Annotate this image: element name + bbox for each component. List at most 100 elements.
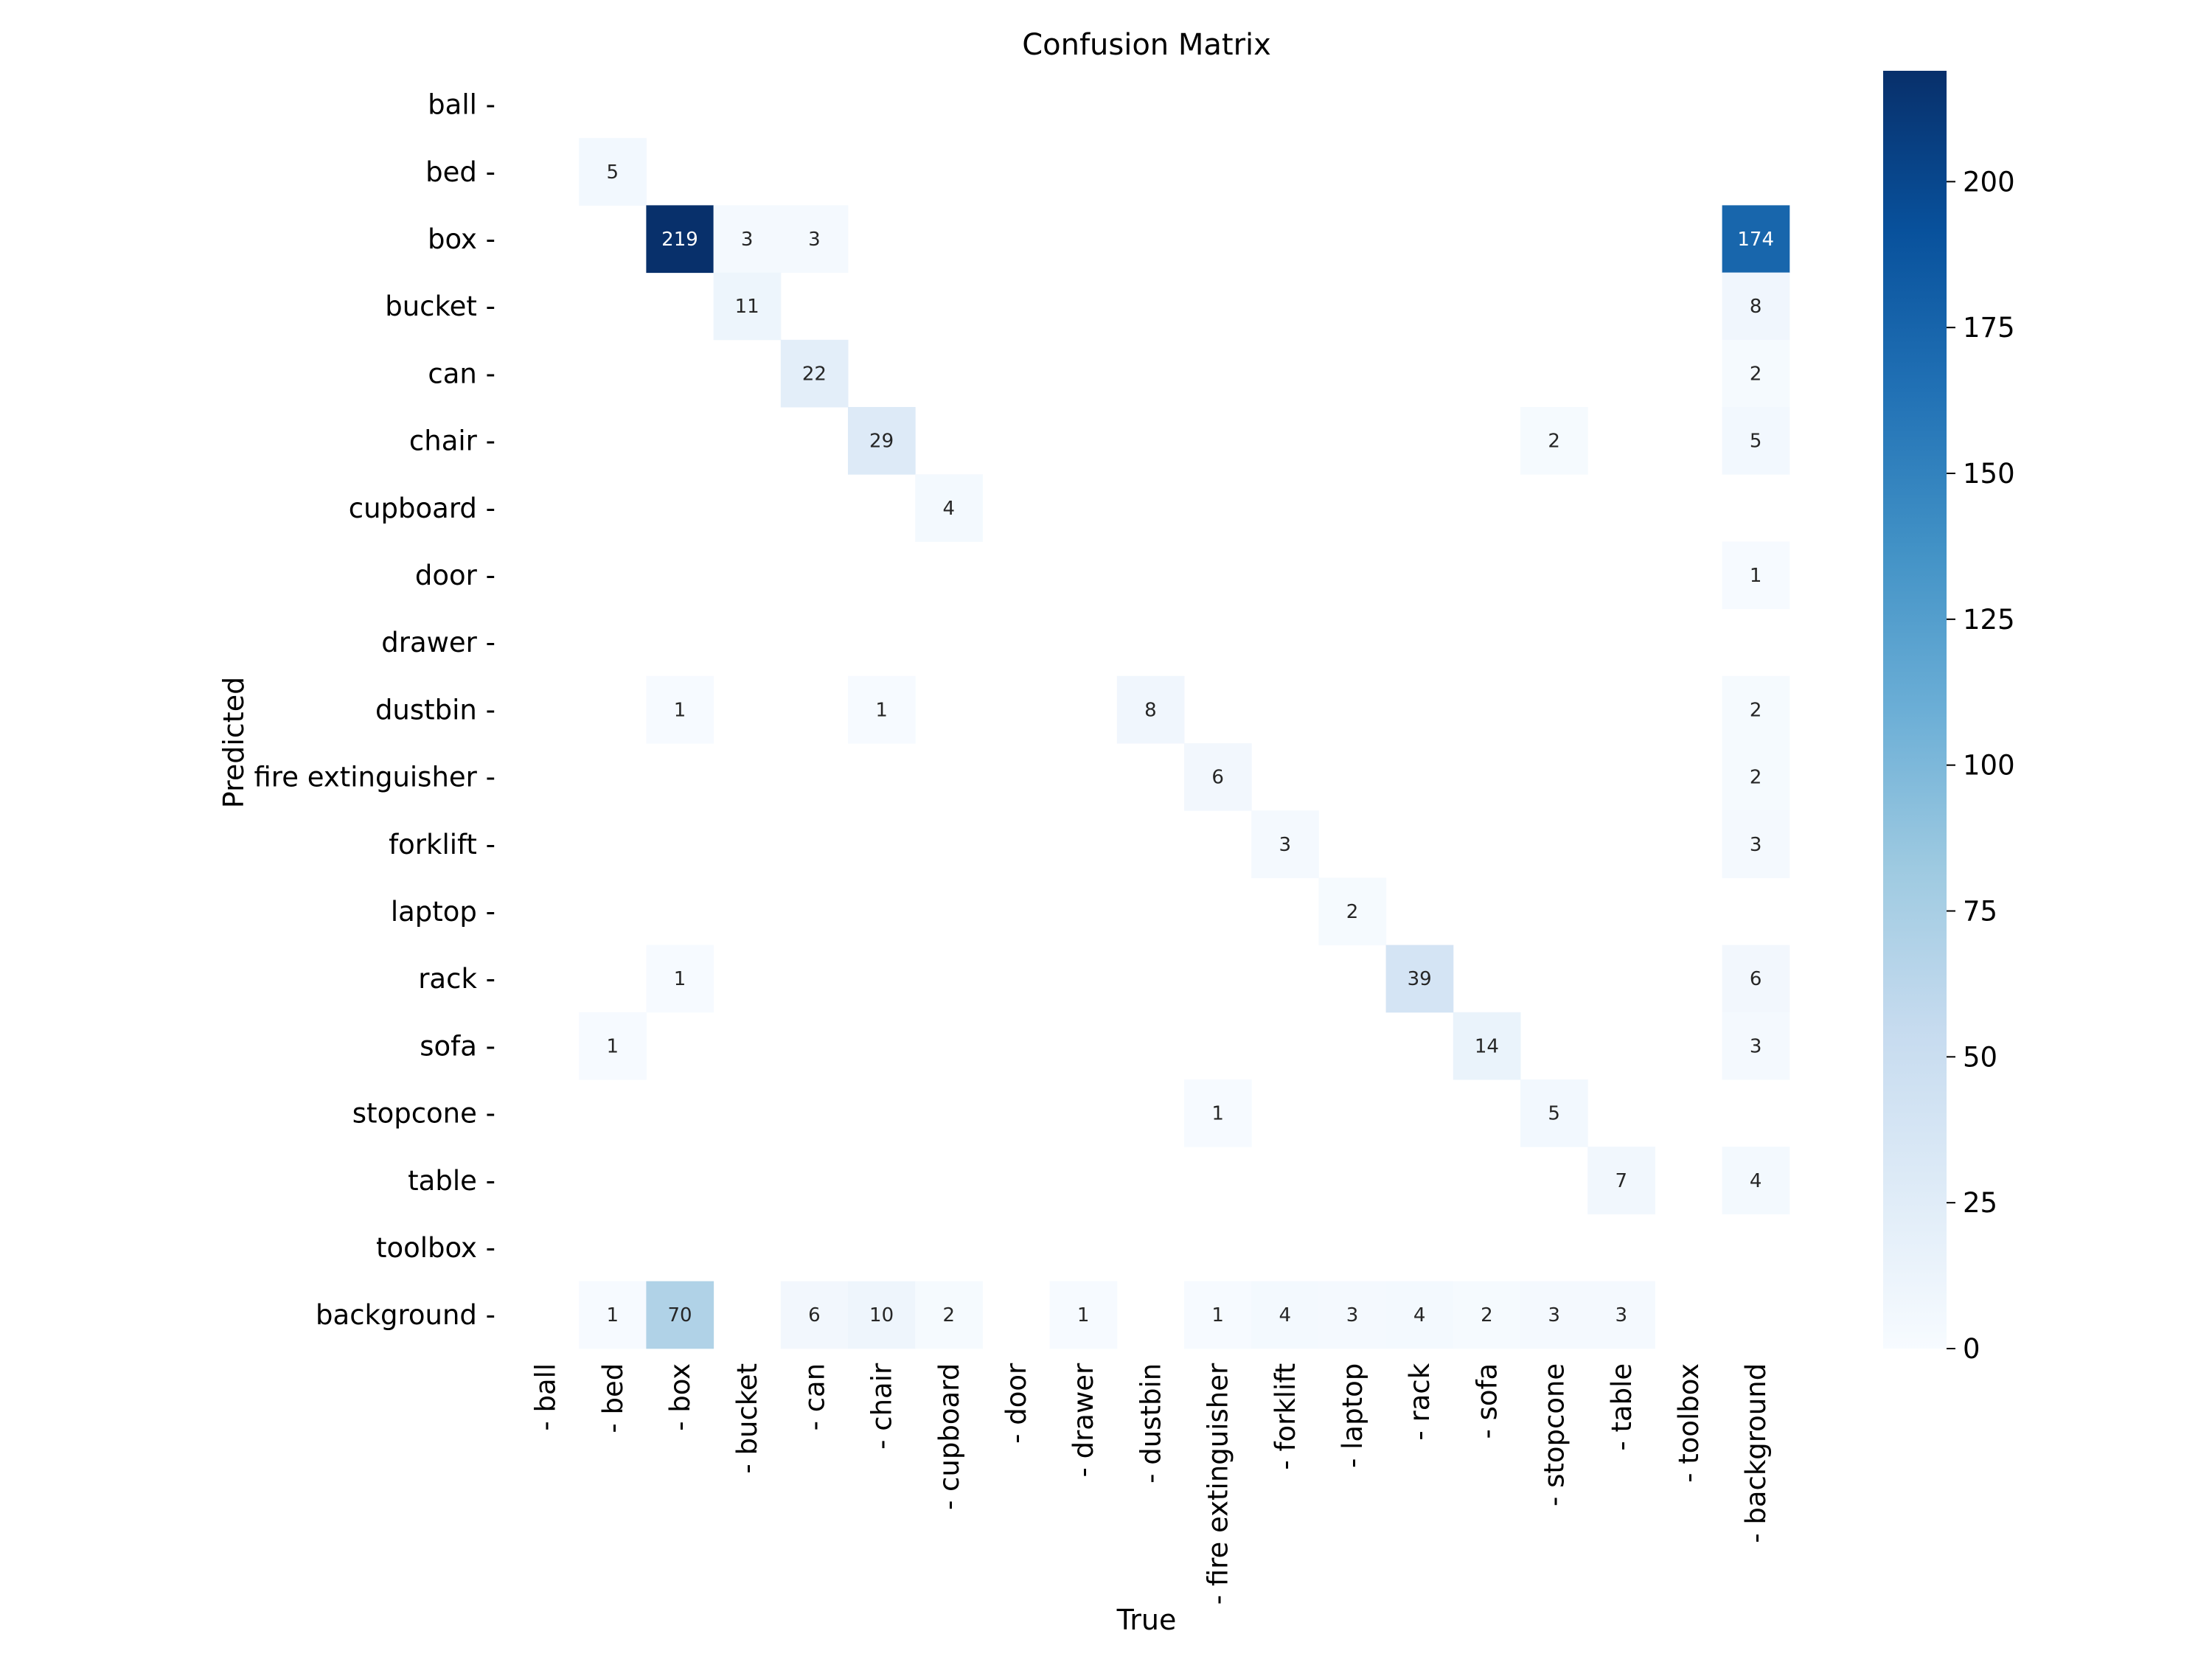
- cell-value-label: 1: [1077, 1304, 1090, 1326]
- y-tick-label: bed -: [425, 156, 495, 188]
- y-tick-label: sofa -: [420, 1030, 495, 1062]
- cell-dustbin-background: [1722, 675, 1790, 744]
- cell-box-can: [780, 205, 849, 274]
- cell-background-can: [780, 1281, 849, 1349]
- cell-value-label: 3: [1615, 1304, 1628, 1326]
- x-axis-label: True: [1116, 1604, 1177, 1636]
- cell-chair-stopcone: [1520, 407, 1588, 475]
- cell-door-background: [1722, 541, 1790, 610]
- cell-bed-bed: [579, 138, 647, 206]
- x-tick-label: - box: [664, 1363, 696, 1431]
- cell-dustbin-chair: [848, 675, 916, 744]
- cell-value-label: 2: [1548, 431, 1560, 453]
- cell-box-box: [646, 205, 714, 274]
- cell-background-box: [646, 1281, 714, 1349]
- cell-background-forklift: [1251, 1281, 1319, 1349]
- cell-value-label: 2: [1750, 767, 1762, 789]
- cell-fire-extinguisher-fire-extinguisher: [1184, 743, 1252, 811]
- x-tick-label: - background: [1740, 1363, 1772, 1543]
- cell-value-label: 5: [1750, 431, 1762, 453]
- cell-background-cupboard: [915, 1281, 983, 1349]
- y-tick-label: door -: [415, 560, 495, 591]
- cell-value-label: 70: [667, 1304, 692, 1326]
- cell-box-bucket: [713, 205, 782, 274]
- cell-background-fire-extinguisher: [1184, 1281, 1252, 1349]
- cell-fire-extinguisher-background: [1722, 743, 1790, 811]
- y-tick-label: fire extinguisher -: [254, 762, 495, 793]
- colorbar-tick-label: 200: [1963, 166, 2015, 198]
- colorbar-tick-label: 25: [1963, 1187, 1997, 1219]
- colorbar-tick-label: 150: [1963, 458, 2015, 490]
- cell-value-label: 1: [607, 1035, 619, 1057]
- cell-value-label: 6: [1750, 968, 1762, 990]
- cell-value-label: 14: [1475, 1035, 1499, 1057]
- x-tick-label: - rack: [1404, 1363, 1436, 1440]
- colorbar-tick-label: 75: [1963, 896, 1997, 928]
- y-tick-label: table -: [408, 1165, 495, 1197]
- cell-value-label: 219: [661, 229, 698, 251]
- cell-value-label: 1: [1750, 565, 1762, 587]
- x-tick-label: - laptop: [1337, 1363, 1368, 1468]
- colorbar: 0 25 50 75 100 125 150 175 200: [1883, 71, 2015, 1365]
- cell-value-label: 6: [1211, 767, 1224, 789]
- cell-value-label: 1: [607, 1304, 619, 1326]
- cell-value-label: 3: [1279, 834, 1292, 856]
- cell-value-label: 6: [808, 1304, 821, 1326]
- x-tick-label: - cupboard: [933, 1363, 965, 1510]
- y-tick-label: rack -: [418, 963, 495, 995]
- cell-rack-box: [646, 945, 714, 1013]
- cell-value-label: 1: [1211, 1103, 1224, 1125]
- colorbar-tick-label: 100: [1963, 750, 2015, 782]
- cell-dustbin-dustbin: [1116, 675, 1185, 744]
- cell-value-label: 2: [1346, 901, 1359, 923]
- cell-value-label: 5: [607, 161, 619, 184]
- y-tick-label: bucket -: [385, 291, 495, 322]
- y-tick-label: toolbox -: [376, 1232, 495, 1264]
- cell-value-label: 5: [1548, 1103, 1560, 1125]
- cell-value-label: 22: [802, 363, 827, 385]
- cell-stopcone-fire-extinguisher: [1184, 1079, 1252, 1147]
- x-tick-label: - table: [1606, 1363, 1638, 1451]
- cell-value-label: 4: [1413, 1304, 1426, 1326]
- cell-value-label: 2: [943, 1304, 956, 1326]
- colorbar-tick-label: 50: [1963, 1041, 1997, 1073]
- x-tick-label: - stopcone: [1539, 1363, 1571, 1506]
- cell-value-label: 3: [1346, 1304, 1359, 1326]
- cell-background-stopcone: [1520, 1281, 1588, 1349]
- cell-can-can: [780, 339, 849, 408]
- cell-rack-rack: [1385, 945, 1454, 1013]
- x-tick-label: - bed: [597, 1363, 629, 1433]
- x-tick-label: - fire extinguisher: [1203, 1363, 1234, 1604]
- cell-value-label: 2: [1750, 363, 1762, 385]
- y-tick-label: box -: [428, 223, 495, 255]
- cell-value-label: 29: [869, 431, 894, 453]
- cell-value-label: 4: [1750, 1170, 1762, 1192]
- cell-cupboard-cupboard: [915, 474, 983, 542]
- cell-sofa-bed: [579, 1012, 647, 1080]
- x-tick-label: - forklift: [1270, 1363, 1301, 1470]
- y-tick-label: drawer -: [381, 627, 495, 658]
- cell-chair-background: [1722, 407, 1790, 475]
- x-tick-label: - chair: [866, 1363, 898, 1450]
- cell-forklift-forklift: [1251, 810, 1319, 878]
- y-tick-labels: ball - bed - box - bucket - can - chair - cupb…: [254, 89, 495, 1332]
- cell-sofa-background: [1722, 1012, 1790, 1080]
- cell-value-label: 4: [943, 498, 956, 520]
- y-axis-label: Predicted: [218, 677, 250, 808]
- x-tick-label: - sofa: [1471, 1363, 1503, 1439]
- colorbar-gradient: [1883, 71, 1947, 1349]
- cell-value-label: 10: [869, 1304, 894, 1326]
- cell-background-rack: [1385, 1281, 1454, 1349]
- cell-value-label: 1: [1211, 1304, 1224, 1326]
- colorbar-tick-label: 125: [1963, 604, 2015, 636]
- x-tick-label: - can: [799, 1363, 830, 1431]
- cell-value-label: 2: [1481, 1304, 1493, 1326]
- x-tick-label: - door: [1001, 1363, 1032, 1444]
- cell-value-label: 1: [875, 699, 888, 721]
- cell-sofa-sofa: [1453, 1012, 1521, 1080]
- cell-value-label: 2: [1750, 699, 1762, 721]
- colorbar-tick-label: 0: [1963, 1333, 1980, 1365]
- cell-value-label: 3: [741, 229, 754, 251]
